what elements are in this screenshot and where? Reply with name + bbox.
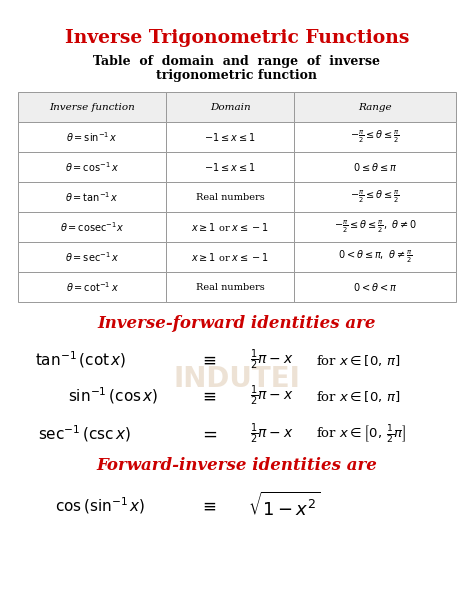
Bar [166, 152, 294, 182]
Text: Inverse-forward identities are: Inverse-forward identities are [98, 316, 376, 332]
Text: $0 < \theta \leq \pi,\ \theta \neq \frac{\pi}{2}$: $0 < \theta \leq \pi,\ \theta \neq \frac… [338, 249, 412, 265]
Bar [294, 92, 456, 122]
Text: Real numbers: Real numbers [196, 283, 264, 292]
Text: $\equiv$: $\equiv$ [199, 351, 217, 369]
Text: Real numbers: Real numbers [196, 192, 264, 202]
Bar [18, 242, 166, 272]
Text: Inverse function: Inverse function [49, 102, 135, 112]
Bar [294, 212, 456, 242]
Text: $x \geq 1$ or $x \leq -1$: $x \geq 1$ or $x \leq -1$ [191, 221, 269, 233]
Text: $0 \leq \theta \leq \pi$: $0 \leq \theta \leq \pi$ [353, 161, 397, 173]
Bar [166, 242, 294, 272]
Text: $\frac{1}{2}\pi - x$: $\frac{1}{2}\pi - x$ [250, 422, 293, 446]
Bar [166, 122, 294, 152]
Bar [18, 92, 166, 122]
Bar [294, 242, 456, 272]
Text: Forward-inverse identities are: Forward-inverse identities are [97, 457, 377, 474]
Text: $\theta = \mathrm{cosec}^{-1}x$: $\theta = \mathrm{cosec}^{-1}x$ [60, 220, 124, 234]
Text: $\tan^{-1}(\cot x)$: $\tan^{-1}(\cot x)$ [35, 349, 127, 370]
Bar [166, 182, 294, 212]
Text: trigonometric function: trigonometric function [156, 69, 318, 83]
Text: $\cos\left(\sin^{-1} x\right)$: $\cos\left(\sin^{-1} x\right)$ [55, 496, 146, 516]
Text: $0 < \theta < \pi$: $0 < \theta < \pi$ [353, 281, 397, 293]
Text: $-1 \leq x \leq 1$: $-1 \leq x \leq 1$ [204, 131, 255, 143]
Text: $\theta = \cos^{-1}x$: $\theta = \cos^{-1}x$ [65, 160, 119, 174]
Bar [166, 92, 294, 122]
Text: $-\frac{\pi}{2} \leq \theta \leq \frac{\pi}{2}$: $-\frac{\pi}{2} \leq \theta \leq \frac{\… [350, 129, 400, 145]
Bar [166, 212, 294, 242]
Text: $x \geq 1$ or $x \leq -1$: $x \geq 1$ or $x \leq -1$ [191, 251, 269, 263]
Text: $\sqrt{1-x^2}$: $\sqrt{1-x^2}$ [248, 492, 320, 520]
Text: $\sec^{-1}(\csc x)$: $\sec^{-1}(\csc x)$ [38, 424, 131, 444]
Bar [18, 122, 166, 152]
Text: $-\frac{\pi}{2} \leq \theta \leq \frac{\pi}{2},\ \theta \neq 0$: $-\frac{\pi}{2} \leq \theta \leq \frac{\… [334, 219, 416, 235]
Text: $=$: $=$ [199, 425, 217, 443]
Text: $-1 \leq x \leq 1$: $-1 \leq x \leq 1$ [204, 161, 255, 173]
Text: $\theta = \sec^{-1}x$: $\theta = \sec^{-1}x$ [65, 250, 119, 264]
Bar [18, 212, 166, 242]
Text: $\frac{1}{2}\pi - x$: $\frac{1}{2}\pi - x$ [250, 384, 293, 408]
Text: $\theta = \sin^{-1}x$: $\theta = \sin^{-1}x$ [66, 130, 118, 144]
Bar [18, 182, 166, 212]
Text: Range: Range [358, 102, 392, 112]
Bar [294, 152, 456, 182]
Text: $\sin^{-1}(\cos x)$: $\sin^{-1}(\cos x)$ [68, 386, 158, 406]
Text: INDUTEI: INDUTEI [173, 365, 301, 393]
Text: Inverse Trigonometric Functions: Inverse Trigonometric Functions [65, 29, 409, 47]
Bar [18, 152, 166, 182]
Text: $-\frac{\pi}{2} \leq \theta \leq \frac{\pi}{2}$: $-\frac{\pi}{2} \leq \theta \leq \frac{\… [350, 189, 400, 205]
Bar [294, 272, 456, 302]
Text: Domain: Domain [210, 102, 250, 112]
Bar [18, 272, 166, 302]
Text: for $x \in [0,\,\pi]$: for $x \in [0,\,\pi]$ [316, 389, 401, 403]
Bar [294, 122, 456, 152]
Text: Table  of  domain  and  range  of  inverse: Table of domain and range of inverse [93, 56, 381, 69]
Text: $\equiv$: $\equiv$ [199, 387, 217, 405]
Text: $\equiv$: $\equiv$ [199, 497, 217, 515]
Bar [166, 272, 294, 302]
Bar [294, 182, 456, 212]
Text: $\frac{1}{2}\pi - x$: $\frac{1}{2}\pi - x$ [250, 348, 293, 372]
Text: $\theta = \tan^{-1}x$: $\theta = \tan^{-1}x$ [65, 190, 119, 204]
Text: for $x \in \left[0,\,\frac{1}{2}\pi\right]$: for $x \in \left[0,\,\frac{1}{2}\pi\righ… [316, 423, 407, 445]
Text: for $x \in [0,\,\pi]$: for $x \in [0,\,\pi]$ [316, 352, 401, 368]
Text: $\theta = \cot^{-1}x$: $\theta = \cot^{-1}x$ [65, 280, 118, 294]
